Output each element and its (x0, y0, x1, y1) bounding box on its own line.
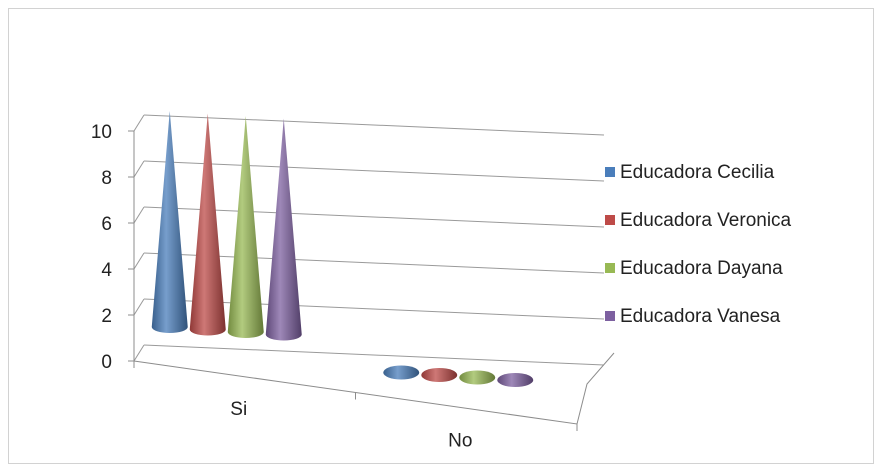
cone-si-0 (151, 111, 188, 333)
chart-frame: 0 2 4 6 8 10 Si No Educadora Cecilia Educadora … (8, 8, 874, 464)
gridline-back-8 (143, 160, 605, 182)
legend-swatch (605, 167, 615, 177)
legend-label: Educadora Dayana (620, 258, 783, 279)
cone-base-no-0 (383, 365, 420, 380)
x-category-label: No (448, 430, 472, 451)
legend-swatch (605, 215, 615, 225)
cone-si-1 (189, 113, 226, 336)
y-tick-label: 10 (91, 122, 112, 143)
y-tick-label: 6 (101, 214, 112, 235)
legend-swatch (605, 263, 615, 273)
y-tick-label: 4 (101, 260, 112, 281)
y-tick-label: 2 (101, 306, 112, 327)
x-category-label: Si (230, 399, 247, 420)
cone-base-no-3 (497, 373, 534, 387)
gridline-back-10 (143, 114, 605, 136)
legend-label: Educadora Vanesa (620, 306, 781, 327)
floor-edge (133, 352, 615, 425)
legend-swatch (605, 311, 615, 321)
y-axis-ticks: 0 2 4 6 8 10 (91, 122, 134, 373)
gridline-back-0 (143, 344, 605, 366)
gridline-left-8 (133, 160, 145, 178)
gridline-left-2 (133, 298, 145, 316)
cone-si-2 (227, 116, 264, 338)
gridline-back-6 (143, 206, 605, 228)
gridline-left-4 (133, 252, 145, 270)
cone-marks (151, 111, 534, 387)
cone-base-no-2 (459, 370, 496, 385)
gridline-back-4 (143, 252, 605, 274)
x-axis-categories: Si No (133, 361, 578, 451)
cone-si-3 (265, 118, 302, 341)
legend-label: Educadora Cecilia (620, 162, 775, 183)
cone-base-no-1 (421, 368, 458, 382)
legend-label: Educadora Veronica (620, 210, 792, 231)
gridline-left-6 (133, 206, 145, 224)
legend: Educadora Cecilia Educadora Veronica Educa… (605, 162, 792, 327)
y-tick-label: 8 (101, 168, 112, 189)
gridline-left-10 (133, 114, 145, 132)
y-tick-label: 0 (101, 352, 112, 373)
gridline-left-0 (133, 344, 145, 362)
